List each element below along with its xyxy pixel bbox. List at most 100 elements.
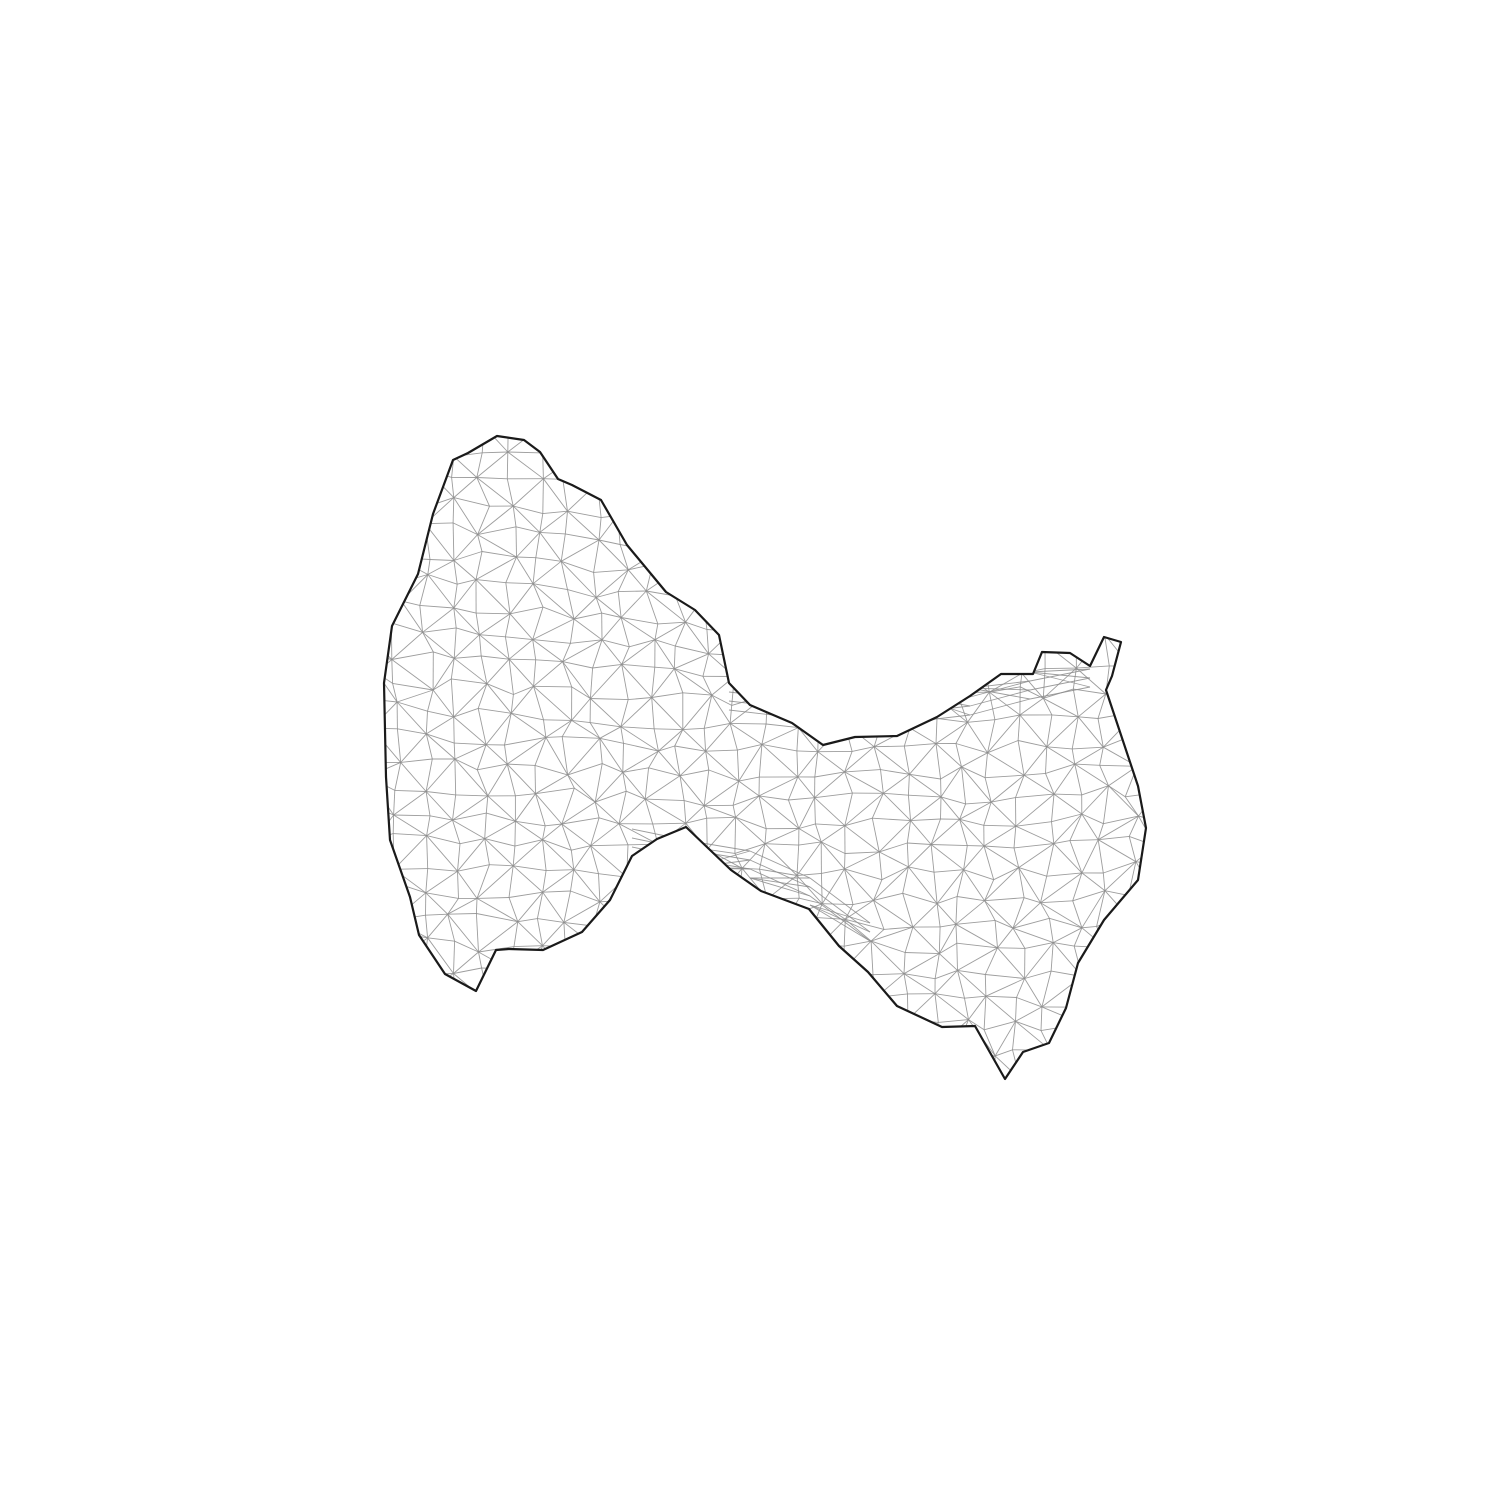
mesh-edge <box>657 551 679 555</box>
mesh-edge <box>794 1016 818 1041</box>
mesh-edge <box>654 639 676 647</box>
mesh-edge <box>809 904 871 933</box>
mesh-edge <box>797 699 817 728</box>
mesh-edge <box>842 570 878 580</box>
mesh-edge <box>595 926 626 948</box>
mesh-edge <box>573 597 597 620</box>
mesh-edge <box>797 751 819 778</box>
mesh-edge <box>1127 915 1146 939</box>
mesh-edge <box>369 504 374 525</box>
mesh-edge <box>789 698 851 707</box>
mesh-edge <box>797 727 819 752</box>
mesh-edge <box>1023 746 1048 776</box>
mesh-edge <box>1017 586 1052 593</box>
mesh-edge <box>703 597 732 602</box>
mesh-edge <box>533 686 544 720</box>
mesh-edge <box>1079 426 1099 434</box>
mesh-edge <box>764 828 767 844</box>
mesh-edge <box>532 618 575 641</box>
mesh-edge <box>1022 637 1046 644</box>
mesh-edge <box>617 515 652 528</box>
mesh-edge <box>431 1077 452 1079</box>
mesh-edge <box>674 895 684 919</box>
mesh-edge <box>1051 821 1055 844</box>
mesh-edge <box>477 1003 491 1026</box>
mesh-edge <box>391 659 394 684</box>
mesh-edge <box>371 477 375 504</box>
mesh-edge <box>397 1044 406 1066</box>
mesh-edge <box>870 940 906 953</box>
mesh-edge <box>433 651 455 659</box>
mesh-edge <box>574 787 596 803</box>
mesh-edge <box>404 1041 432 1046</box>
mesh-edge <box>729 723 738 751</box>
mesh-edge <box>541 436 544 453</box>
mesh-edge <box>1019 433 1049 434</box>
mesh-edge <box>905 952 940 955</box>
mesh-edge <box>365 803 376 839</box>
mesh-edge <box>1138 792 1146 817</box>
mesh-edge <box>938 1019 969 1023</box>
mesh-edge <box>631 837 691 851</box>
mesh-edge <box>621 617 658 625</box>
mesh-edge <box>1046 746 1076 765</box>
mesh-edge <box>1021 638 1024 674</box>
mesh-edge <box>422 607 455 633</box>
mesh-edge <box>1125 548 1146 556</box>
mesh-edge <box>903 973 936 995</box>
mesh-edge <box>651 867 675 875</box>
mesh-edge <box>422 627 457 633</box>
mesh-edge <box>1161 990 1164 1021</box>
mesh-edge <box>1015 997 1017 1022</box>
mesh-edge <box>961 766 967 804</box>
mesh-edge <box>1029 677 1091 691</box>
mesh-edge <box>384 885 404 889</box>
mesh-edge <box>818 721 845 724</box>
mesh-edge <box>882 792 911 821</box>
mesh-edge <box>790 949 794 970</box>
mesh-edge <box>936 869 964 904</box>
mesh-edge <box>712 917 744 952</box>
mesh-edge <box>384 985 393 1023</box>
mesh-edge <box>393 914 426 921</box>
mesh-edge <box>392 436 406 446</box>
mesh-edge <box>544 1080 567 1100</box>
mesh-edge <box>1019 697 1044 716</box>
mesh-edge <box>766 898 788 919</box>
mesh-edge <box>794 553 819 583</box>
mesh-edge <box>708 769 739 782</box>
mesh-edge <box>1104 554 1126 566</box>
mesh-edge <box>486 812 516 822</box>
mesh-edge <box>959 818 984 826</box>
mesh-edge <box>934 953 940 979</box>
mesh-edge <box>738 917 744 950</box>
mesh-edge <box>396 557 429 575</box>
mesh-edge <box>790 630 825 651</box>
mesh-edge <box>1013 485 1050 495</box>
mesh-edge <box>761 575 767 609</box>
mesh-edge <box>567 589 575 620</box>
mesh-edge <box>985 995 1017 998</box>
mesh-edge <box>457 838 486 872</box>
mesh-edge <box>1045 667 1077 670</box>
mesh-edge <box>504 1076 545 1079</box>
mesh-edge <box>512 846 516 866</box>
mesh-edge <box>732 507 769 530</box>
mesh-edge <box>510 712 547 738</box>
mesh-edge <box>741 843 766 869</box>
mesh-edge <box>654 621 686 641</box>
mesh-edge <box>1134 1069 1138 1079</box>
mesh-edge <box>384 963 395 966</box>
mesh-edge <box>425 791 431 816</box>
mesh-edge <box>397 1041 432 1066</box>
mesh-edge <box>876 598 879 624</box>
mesh-edge <box>644 767 650 800</box>
mesh-edge <box>846 1014 875 1021</box>
mesh-edge <box>816 1019 822 1040</box>
mesh-edge <box>680 1048 710 1052</box>
mesh-edge <box>730 1074 737 1079</box>
mesh-edge <box>657 551 681 569</box>
mesh-edge <box>478 951 483 969</box>
mesh-edge <box>477 505 514 535</box>
mesh-edge <box>818 549 848 554</box>
